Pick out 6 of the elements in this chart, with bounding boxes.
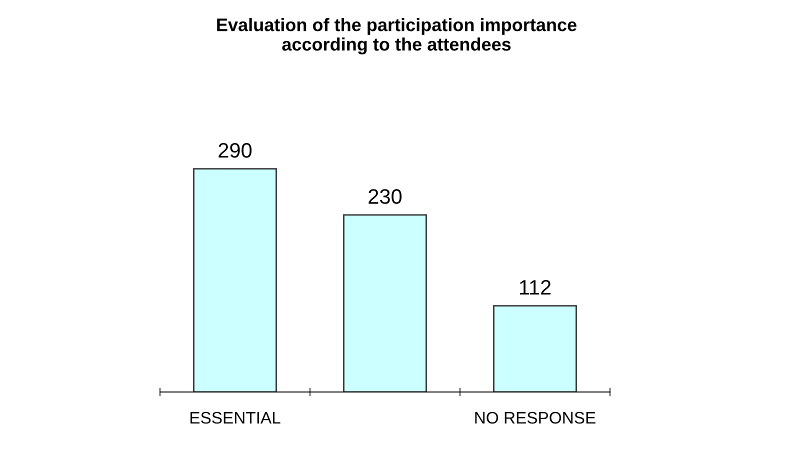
x-tick-label: ESSENTIAL <box>190 412 280 424</box>
chart-title: Evaluation of the participation importance according to the attendees <box>217 18 576 54</box>
data-label: 112 <box>520 280 551 295</box>
data-label: 290 <box>218 142 252 158</box>
data-label: 230 <box>368 189 402 204</box>
x-tick-label: NO RESPONSE <box>475 412 596 424</box>
